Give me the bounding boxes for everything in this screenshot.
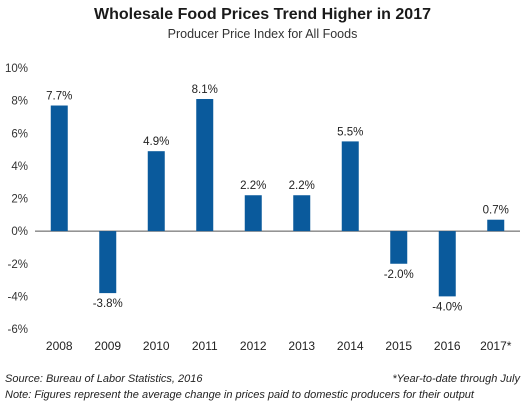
bar-2016 [438,231,456,297]
x-tick-label: 2013 [288,339,315,353]
x-tick-label: 2008 [46,339,73,353]
bar-2014 [341,141,359,232]
y-axis: 10% 8% 6% 4% 2% 0% -2% -4% -6% [5,63,520,336]
x-tick-label: 2014 [337,339,364,353]
data-label: 4.9% [143,136,169,148]
y-tick-label: 10% [5,63,28,75]
data-label: 2.2% [240,180,266,192]
bar-2008 [50,105,68,232]
bar-2009 [99,231,117,294]
y-tick-label: 2% [11,194,28,206]
data-label: 5.5% [337,126,363,138]
x-tick-label: 2012 [240,339,267,353]
y-tick-label: 0% [11,226,28,238]
footnote: Note: Figures represent the average chan… [5,389,475,401]
bar-2015 [390,231,408,264]
source-note: Source: Bureau of Labor Statistics, 2016 [5,373,203,385]
x-tick-label: 2011 [192,339,218,353]
x-tick-label: 2016 [434,339,461,353]
chart-title: Wholesale Food Prices Trend Higher in 20… [94,6,431,23]
y-tick-label: -2% [8,259,28,271]
y-tick-label: 6% [11,128,28,140]
x-tick-label: 2015 [385,339,412,353]
data-label: 8.1% [192,84,218,96]
data-label: -3.8% [93,298,123,310]
data-label: 2.2% [289,180,315,192]
x-tick-label: 2017* [480,339,512,353]
data-label: -4.0% [432,301,462,313]
data-label: -2.0% [384,269,414,281]
y-tick-label: 8% [11,96,28,108]
x-tick-label: 2009 [94,339,121,353]
ytd-note: *Year-to-date through July [392,373,521,385]
y-tick-label: -4% [8,291,28,303]
bar-2012 [244,195,262,232]
bar-2010 [147,151,165,232]
chart-subtitle: Producer Price Index for All Foods [168,27,358,41]
bar-2011 [196,98,214,232]
x-axis: 2008 2009 2010 2011 2012 2013 2014 2015 2016 2017… [46,339,512,353]
data-label: 0.7% [483,205,509,217]
x-tick-label: 2010 [143,339,170,353]
y-tick-label: 4% [11,161,28,173]
bars [50,98,505,297]
bar-2017 [487,219,505,232]
bar-2013 [293,195,311,232]
data-labels: 7.7% -3.8% 4.9% 8.1% 2.2% 2.2% 5.5% -2.0% -4.0% 0… [46,84,509,313]
y-tick-label: -6% [8,324,28,336]
data-label: 7.7% [46,91,72,103]
